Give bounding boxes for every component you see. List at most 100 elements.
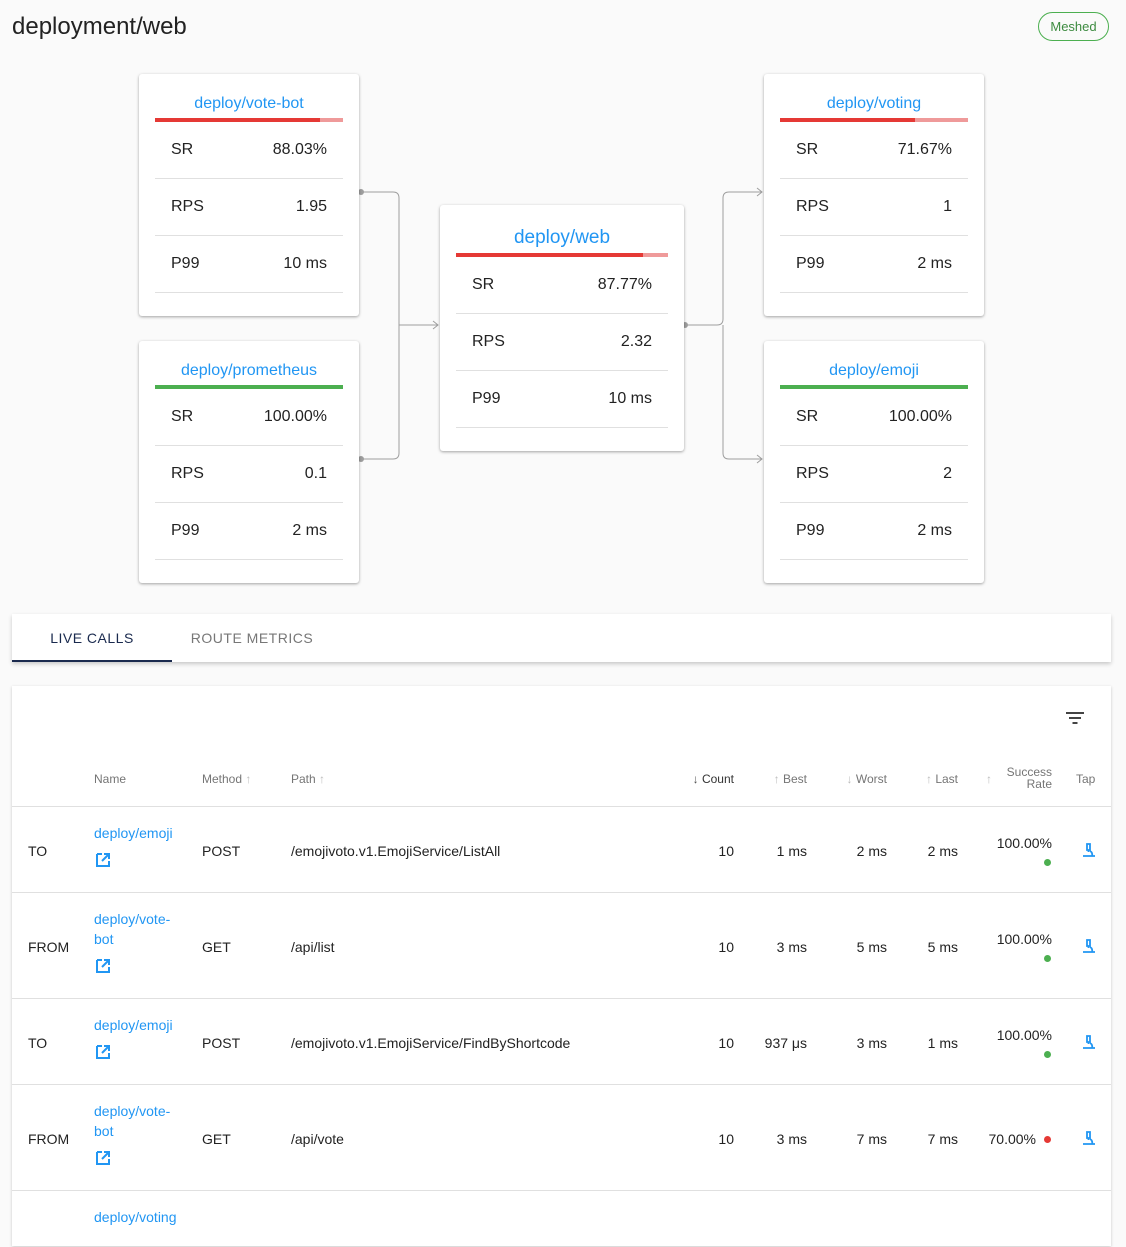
sort-arrow-icon: ↑ [319, 772, 326, 786]
open-in-new-icon[interactable] [94, 957, 112, 975]
success-rate-cell: 100.00% [996, 931, 1052, 947]
live-calls-table: Name Method ↑ Path ↑ ↓ Count ↑ Best ↓ Wo… [12, 686, 1111, 1246]
metric-label: P99 [796, 522, 825, 539]
open-in-new-icon[interactable] [94, 1149, 112, 1167]
column-header-count[interactable]: ↓ Count [682, 772, 734, 786]
column-label: Success [1006, 765, 1052, 779]
microscope-icon[interactable] [1081, 1034, 1097, 1050]
metric-value: 100.00% [888, 408, 952, 425]
node-name[interactable]: deploy/web [513, 227, 611, 248]
column-label: Best [782, 772, 807, 786]
success-bar-fill [456, 253, 643, 257]
table-row: TO deploy/emoji POST /emojivoto.v1.Emoji… [12, 806, 1111, 893]
worst-cell: 5 ms [856, 939, 887, 955]
count-cell: 10 [718, 939, 734, 955]
success-bar [780, 118, 968, 122]
metric-value: 2 ms [917, 522, 952, 539]
column-header-method[interactable]: Method ↑ [202, 772, 251, 786]
method-cell: GET [202, 939, 231, 955]
microscope-icon[interactable] [1081, 938, 1097, 954]
worst-cell: 7 ms [856, 1131, 887, 1147]
column-header-worst[interactable]: ↓ Worst [827, 772, 887, 786]
metric-sr: SR 100.00% [780, 389, 968, 446]
open-in-new-icon[interactable] [94, 851, 112, 869]
direction-cell: TO [28, 1035, 48, 1051]
count-cell: 10 [718, 1035, 734, 1051]
metric-value: 2 ms [292, 522, 327, 539]
sort-arrow-icon: ↑ [925, 772, 932, 786]
node-card-voting[interactable]: deploy/voting SR 71.67% RPS 1 P99 2 ms [764, 74, 984, 316]
success-status-dot [1044, 1051, 1051, 1058]
success-rate-cell: 100.00% [996, 1027, 1052, 1043]
worst-cell: 2 ms [856, 843, 887, 859]
table-row: TO deploy/emoji POST /emojivoto.v1.Emoji… [12, 998, 1111, 1085]
method-cell: POST [202, 843, 241, 859]
node-name[interactable]: deploy/emoji [829, 362, 919, 379]
success-bar-fill [155, 118, 321, 122]
node-card-vote-bot[interactable]: deploy/vote-bot SR 88.03% RPS 1.95 P99 1… [139, 74, 359, 316]
metric-value: 1.95 [295, 198, 327, 215]
path-cell: /emojivoto.v1.EmojiService/FindByShortco… [291, 1035, 571, 1051]
node-card-prometheus[interactable]: deploy/prometheus SR 100.00% RPS 0.1 P99… [139, 341, 359, 583]
node-name[interactable]: deploy/prometheus [180, 362, 318, 379]
sort-arrow-icon: ↓ [846, 772, 853, 786]
success-bar [456, 253, 668, 257]
last-cell: 5 ms [927, 939, 958, 955]
best-cell: 1 ms [776, 843, 807, 859]
direction-cell: TO [28, 843, 48, 859]
column-label: Path [291, 772, 316, 786]
metric-label: P99 [171, 255, 200, 272]
metric-rps: RPS 1 [780, 179, 968, 236]
metric-label: P99 [796, 255, 825, 272]
best-cell: 3 ms [776, 939, 807, 955]
metric-label: SR [472, 276, 495, 293]
metric-value: 10 ms [283, 255, 327, 272]
filter-list-icon[interactable] [1064, 710, 1086, 726]
metric-sr: SR 87.77% [456, 257, 668, 314]
tab-live-calls[interactable]: LIVE CALLS [12, 614, 172, 662]
column-label: Count [701, 772, 734, 786]
open-in-new-icon[interactable] [94, 1043, 112, 1061]
metric-sr: SR 71.67% [780, 122, 968, 179]
resource-link[interactable]: deploy/emoji [94, 1017, 173, 1033]
microscope-icon[interactable] [1081, 842, 1097, 858]
column-header-success-rate[interactable]: ↑ Success Rate [984, 766, 1052, 790]
table-row: deploy/voting [12, 1190, 1111, 1247]
column-header-last[interactable]: ↑ Last [907, 772, 958, 786]
success-bar-fill [780, 118, 916, 122]
node-name[interactable]: deploy/voting [826, 95, 922, 112]
column-label: Worst [855, 772, 887, 786]
best-cell: 937 μs [764, 1035, 807, 1051]
tab-route-metrics[interactable]: ROUTE METRICS [190, 630, 314, 646]
resource-link[interactable]: deploy/emoji [94, 825, 173, 841]
metric-rps: RPS 2 [780, 446, 968, 503]
resource-link[interactable]: deploy/vote-bot [94, 1103, 171, 1139]
best-cell: 3 ms [776, 1131, 807, 1147]
resource-link[interactable]: deploy/vote-bot [94, 911, 171, 947]
page-title: deployment/web [12, 13, 187, 40]
metric-label: P99 [171, 522, 200, 539]
metric-value: 87.77% [597, 276, 652, 293]
column-header-path[interactable]: Path ↑ [291, 772, 325, 786]
node-name[interactable]: deploy/vote-bot [194, 95, 304, 112]
metric-label: RPS [171, 198, 204, 215]
metric-sr: SR 88.03% [155, 122, 343, 179]
sort-arrow-icon: ↑ [986, 772, 992, 786]
node-card-emoji[interactable]: deploy/emoji SR 100.00% RPS 2 P99 2 ms [764, 341, 984, 583]
column-header-name[interactable]: Name [94, 772, 127, 786]
success-rate-cell: 70.00% [988, 1131, 1036, 1147]
metric-value: 71.67% [897, 141, 952, 158]
microscope-icon[interactable] [1081, 1130, 1097, 1146]
worst-cell: 3 ms [856, 1035, 887, 1051]
metric-label: RPS [796, 465, 829, 482]
success-bar [780, 385, 968, 389]
path-cell: /emojivoto.v1.EmojiService/ListAll [291, 843, 501, 859]
node-card-web[interactable]: deploy/web SR 87.77% RPS 2.32 P99 10 ms [440, 205, 684, 451]
meshed-badge: Meshed [1038, 12, 1109, 41]
metric-label: SR [171, 408, 194, 425]
column-header-best[interactable]: ↑ Best [752, 772, 807, 786]
metric-rps: RPS 2.32 [456, 314, 668, 371]
metric-rps: RPS 1.95 [155, 179, 343, 236]
metric-value: 0.1 [304, 465, 327, 482]
resource-link[interactable]: deploy/voting [94, 1209, 177, 1225]
